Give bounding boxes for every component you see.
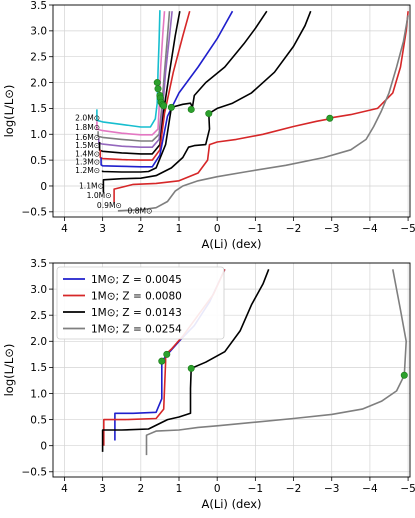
y-tick-label: 3.5	[30, 0, 47, 12]
series-label: 1.8M⊙	[75, 123, 100, 132]
y-tick-label: −0.5	[22, 207, 48, 219]
series-line	[96, 11, 166, 136]
series-label: 0.8M⊙	[127, 206, 152, 215]
x-tick-label: 2	[137, 483, 144, 495]
x-tick-label: −1	[248, 483, 263, 495]
series-label: 2.0M⊙	[75, 114, 100, 123]
x-tick-label: −4	[362, 483, 378, 495]
x-tick-label: 3	[99, 483, 106, 495]
marker-point	[187, 105, 195, 113]
series-label: 1.1M⊙	[79, 181, 104, 190]
y-tick-label: 3.0	[30, 284, 47, 296]
series-line	[97, 11, 171, 142]
marker-point	[154, 85, 162, 93]
series-line	[117, 15, 409, 212]
y-tick-label: 1.5	[30, 362, 47, 374]
series-line	[101, 10, 268, 173]
series-label: 1.0M⊙	[87, 191, 112, 200]
series-label: 1.3M⊙	[75, 158, 100, 167]
series-line	[100, 10, 234, 168]
y-tick-label: −0.5	[22, 467, 48, 479]
series-label: 0.9M⊙	[97, 201, 122, 210]
legend-entry: 1M⊙; Z = 0.0080	[91, 290, 182, 302]
series-label: 1.4M⊙	[75, 149, 100, 158]
y-tick-label: 2.5	[30, 310, 47, 322]
y-axis-label: log(L/L⊙)	[2, 85, 16, 138]
y-tick-label: 2.0	[30, 336, 47, 348]
y-tick-label: 2.5	[30, 52, 47, 64]
y-tick-label: 0	[40, 440, 47, 452]
y-tick-label: 0	[40, 181, 47, 193]
y-tick-label: 1.5	[30, 103, 47, 115]
marker-point	[158, 357, 166, 365]
x-tick-label: −3	[324, 483, 339, 495]
x-tick-label: 2	[137, 223, 144, 235]
y-tick-label: 1.0	[30, 129, 47, 141]
x-tick-label: −5	[400, 223, 415, 235]
x-axis-label: A(Li) (dex)	[201, 237, 261, 251]
y-tick-label: 0.5	[30, 155, 47, 167]
x-tick-label: −5	[400, 483, 415, 495]
series-line	[101, 269, 270, 452]
marker-point	[167, 103, 175, 111]
y-tick-label: 3.5	[30, 258, 47, 270]
series-line	[98, 11, 181, 155]
y-tick-label: 1.0	[30, 388, 47, 400]
series-line	[102, 10, 312, 193]
legend-entry: 1M⊙; Z = 0.0254	[91, 323, 182, 335]
x-tick-label: 1	[176, 223, 183, 235]
top-panel: 4 3 2 1 0 −1 −2 −3 −4 −5 −0.5 0 0.5 1.0 1.5 2.0 2.5 3.0 3.…	[2, 0, 415, 251]
marker-point	[400, 371, 408, 379]
y-tick-label: 2.0	[30, 77, 47, 89]
x-tick-label: −2	[286, 483, 301, 495]
x-tick-label: 1	[176, 483, 183, 495]
series-line	[145, 269, 407, 456]
plot-area	[96, 10, 409, 212]
series-label: 1.2M⊙	[75, 166, 100, 175]
x-tick-label: 3	[99, 223, 106, 235]
x-tick-label: −4	[362, 223, 378, 235]
x-tick-label: −3	[324, 223, 339, 235]
x-tick-label: −1	[248, 223, 263, 235]
y-tick-label: 0.5	[30, 414, 47, 426]
marker-point	[326, 114, 334, 122]
x-tick-label: 0	[214, 483, 221, 495]
marker-point	[187, 364, 195, 372]
legend-entry: 1M⊙; Z = 0.0143	[91, 307, 182, 319]
series-line	[96, 10, 161, 128]
y-axis-label: log(L/L⊙)	[2, 344, 16, 397]
axes-frame	[52, 4, 411, 218]
series-line	[98, 11, 173, 148]
marker-point	[163, 350, 171, 358]
y-tick-label: 3.0	[30, 26, 47, 38]
marker-point	[205, 110, 213, 118]
axes-frame	[52, 262, 411, 478]
marker-point	[160, 102, 168, 110]
series-label: 1.5M⊙	[75, 141, 100, 150]
series-label: 1.6M⊙	[75, 133, 100, 142]
x-axis-label: A(Li) (dex)	[201, 497, 261, 511]
series-line	[113, 11, 409, 203]
marker-point	[153, 79, 161, 87]
bottom-panel: 4 3 2 1 0 −1 −2 −3 −4 −5 −0.5 0 0.5 1.0 1.5 2.0 2.5 3.0 3.…	[2, 258, 415, 511]
x-tick-label: 0	[214, 223, 221, 235]
x-tick-label: 4	[61, 223, 68, 235]
x-tick-label: −2	[286, 223, 301, 235]
legend-box	[56, 266, 225, 340]
legend-entry: 1M⊙; Z = 0.0045	[91, 274, 182, 286]
x-tick-label: 4	[61, 483, 68, 495]
